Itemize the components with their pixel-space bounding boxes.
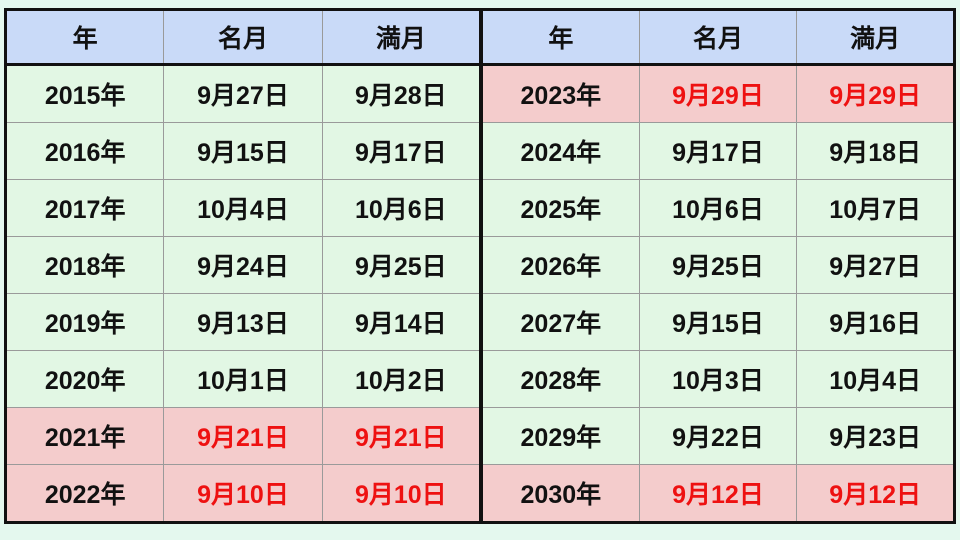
mangetsu-cell: 9月18日: [796, 122, 955, 180]
year-cell: 2023年: [481, 64, 640, 123]
table-row: 2018年 9月24日 9月25日: [4, 236, 482, 294]
meigetsu-cell: 9月24日: [163, 236, 323, 294]
mangetsu-cell: 9月10日: [321, 464, 482, 523]
table-row: 2016年 9月15日 9月17日: [4, 122, 482, 180]
year-cell: 2019年: [4, 293, 165, 351]
mangetsu-cell: 9月17日: [321, 122, 482, 180]
table-row: 2017年 10月4日 10月6日: [4, 179, 482, 237]
header-year: 年: [481, 9, 640, 66]
mangetsu-cell: 9月16日: [796, 293, 955, 351]
meigetsu-cell: 9月21日: [163, 407, 323, 465]
year-cell: 2020年: [4, 350, 165, 408]
table-row: 2021年 9月21日 9月21日: [4, 407, 482, 465]
mangetsu-cell: 9月23日: [796, 407, 955, 465]
year-cell: 2026年: [481, 236, 640, 294]
year-cell: 2018年: [4, 236, 165, 294]
meigetsu-cell: 10月1日: [163, 350, 323, 408]
year-cell: 2022年: [4, 464, 165, 523]
table-row: 2020年 10月1日 10月2日: [4, 350, 482, 408]
moon-table-right: 年 名月 満月 2023年 9月29日 9月29日 2024年 9月17日 9月18日 20…: [480, 8, 956, 524]
meigetsu-cell: 9月25日: [638, 236, 798, 294]
meigetsu-cell: 10月6日: [638, 179, 798, 237]
table-row: 2024年 9月17日 9月18日: [481, 122, 955, 180]
year-cell: 2030年: [481, 464, 640, 523]
year-cell: 2017年: [4, 179, 165, 237]
moon-table-left: 年 名月 満月 2015年 9月27日 9月28日 2016年 9月15日 9月17日 20…: [4, 8, 482, 524]
mangetsu-cell: 10月4日: [796, 350, 955, 408]
year-cell: 2029年: [481, 407, 640, 465]
table-row: 2023年 9月29日 9月29日: [481, 64, 955, 123]
mangetsu-cell: 9月29日: [796, 64, 955, 123]
table-row: 2015年 9月27日 9月28日: [4, 64, 482, 123]
meigetsu-cell: 9月15日: [638, 293, 798, 351]
mangetsu-cell: 9月25日: [321, 236, 482, 294]
mangetsu-cell: 9月28日: [321, 64, 482, 123]
year-cell: 2024年: [481, 122, 640, 180]
header-mangetsu: 満月: [321, 9, 482, 66]
table-row: 2025年 10月6日 10月7日: [481, 179, 955, 237]
table-row: 2028年 10月3日 10月4日: [481, 350, 955, 408]
header-year: 年: [4, 9, 165, 66]
year-cell: 2028年: [481, 350, 640, 408]
meigetsu-cell: 9月27日: [163, 64, 323, 123]
meigetsu-cell: 10月3日: [638, 350, 798, 408]
year-cell: 2021年: [4, 407, 165, 465]
mangetsu-cell: 10月7日: [796, 179, 955, 237]
mangetsu-cell: 10月2日: [321, 350, 482, 408]
year-cell: 2025年: [481, 179, 640, 237]
meigetsu-cell: 9月17日: [638, 122, 798, 180]
header-meigetsu: 名月: [638, 9, 798, 66]
mangetsu-cell: 9月14日: [321, 293, 482, 351]
header-mangetsu: 満月: [796, 9, 955, 66]
mangetsu-cell: 9月21日: [321, 407, 482, 465]
mangetsu-cell: 10月6日: [321, 179, 482, 237]
table-row: 2019年 9月13日 9月14日: [4, 293, 482, 351]
year-cell: 2015年: [4, 64, 165, 123]
meigetsu-cell: 9月15日: [163, 122, 323, 180]
meigetsu-cell: 10月4日: [163, 179, 323, 237]
mangetsu-cell: 9月27日: [796, 236, 955, 294]
year-cell: 2027年: [481, 293, 640, 351]
table-row: 2026年 9月25日 9月27日: [481, 236, 955, 294]
header-row: 年 名月 満月: [4, 9, 482, 66]
meigetsu-cell: 9月10日: [163, 464, 323, 523]
year-cell: 2016年: [4, 122, 165, 180]
mangetsu-cell: 9月12日: [796, 464, 955, 523]
meigetsu-cell: 9月12日: [638, 464, 798, 523]
header-meigetsu: 名月: [163, 9, 323, 66]
meigetsu-cell: 9月22日: [638, 407, 798, 465]
table-row: 2030年 9月12日 9月12日: [481, 464, 955, 523]
header-row: 年 名月 満月: [481, 9, 955, 66]
table-row: 2029年 9月22日 9月23日: [481, 407, 955, 465]
table-row: 2022年 9月10日 9月10日: [4, 464, 482, 523]
meigetsu-cell: 9月29日: [638, 64, 798, 123]
table-row: 2027年 9月15日 9月16日: [481, 293, 955, 351]
meigetsu-cell: 9月13日: [163, 293, 323, 351]
